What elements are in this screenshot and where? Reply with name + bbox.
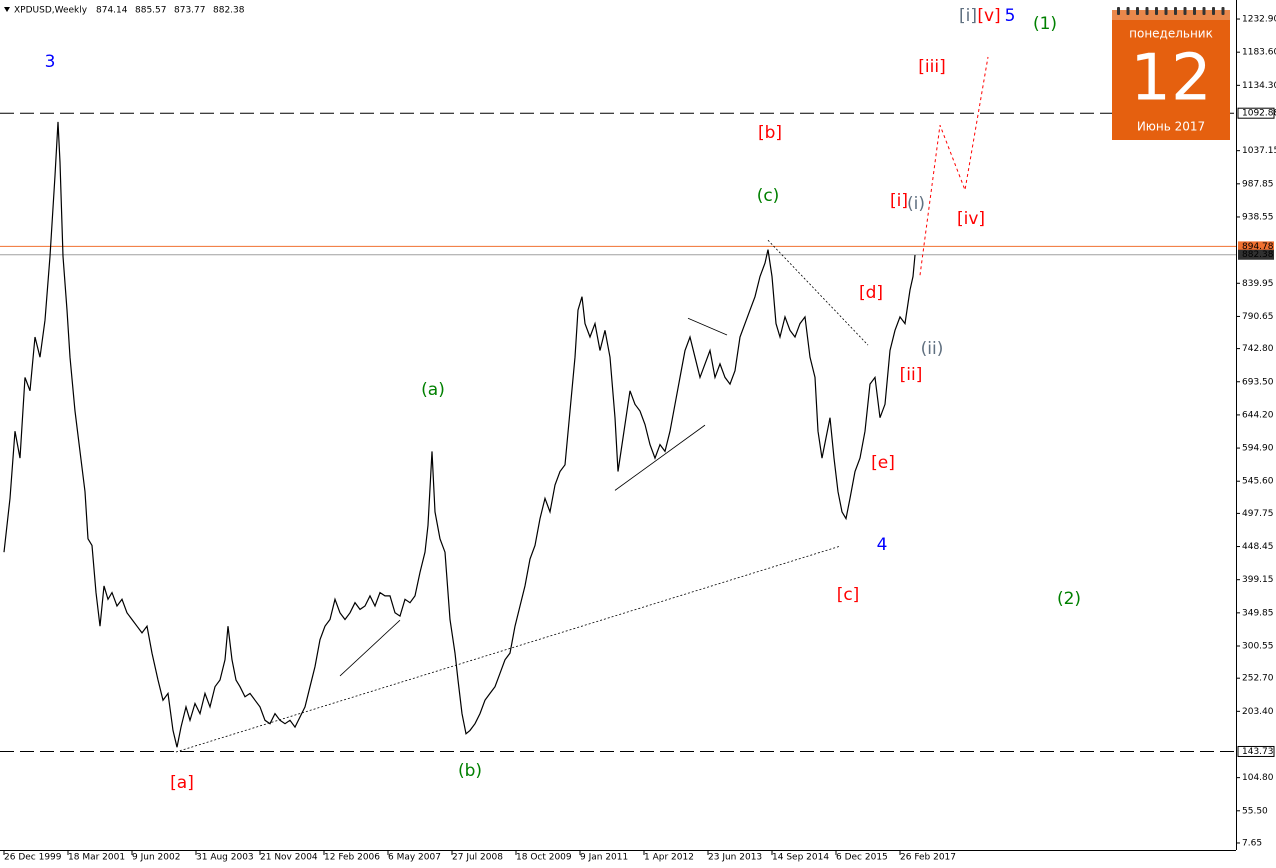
calendar-ring [1136,7,1139,15]
wave-label: (c) [757,186,780,206]
wave-label: [d] [859,283,883,303]
wave-label: [ii] [900,365,923,385]
x-tick-label: 26 Feb 2017 [900,853,956,863]
quote-value: 885.57 [135,6,167,16]
calendar-day: 12 [1130,42,1211,116]
y-tick-label: 1232.90 [1242,15,1276,25]
wave-label: (1) [1033,14,1057,34]
trendline [614,424,706,491]
calendar-ring [1202,7,1206,15]
price-line [919,56,989,276]
calendar-ring [1145,7,1149,15]
wave-label: (a) [421,380,445,400]
y-tick-label: 987.85 [1242,179,1274,189]
x-tick-label: 27 Jul 2008 [452,853,503,863]
calendar-weekday: понедельник [1129,27,1213,41]
price-label: 882.38 [1242,250,1274,260]
wave-label: [v] [977,6,1000,26]
y-tick-label: 252.70 [1242,674,1274,684]
y-tick-label: 7.65 [1242,838,1262,848]
y-tick-label: 300.55 [1242,642,1274,652]
y-tick-label: 104.80 [1242,773,1274,783]
trendline [339,619,401,677]
trendline [687,317,728,336]
y-tick-label: 55.50 [1242,806,1268,816]
price-label: 143.73 [1242,747,1274,757]
y-tick-label: 399.15 [1242,575,1274,585]
x-tick-label: 18 Mar 2001 [68,853,125,863]
price-label-box [1238,241,1274,252]
x-tick-label: 9 Jun 2002 [132,853,180,863]
x-tick-label: 14 Sep 2014 [772,853,829,863]
wave-label: (b) [458,761,482,781]
y-tick-label: 545.60 [1242,477,1274,487]
calendar-box [1112,10,1230,140]
wave-label: 3 [45,52,56,72]
y-tick-label: 203.40 [1242,707,1274,717]
y-tick-label: 1037.15 [1242,146,1276,156]
wave-label: [iii] [918,57,945,77]
calendar-ring [1155,7,1158,15]
calendar-ring [1183,7,1187,15]
trendline [767,239,869,346]
wave-label: 4 [877,535,888,555]
y-tick-label: 594.90 [1242,444,1274,454]
quote-value: 882.38 [213,6,245,16]
wave-label: [c] [837,585,860,605]
calendar-month: Июнь 2017 [1137,120,1205,134]
quote-value: 873.77 [174,6,206,16]
price-line [3,121,916,748]
wave-label: 5 [1005,6,1016,26]
calendar-ring [1221,7,1225,15]
x-tick-label: 31 Aug 2003 [196,853,254,863]
x-tick-label: 26 Dec 1999 [4,853,62,863]
price-label-box [1238,249,1274,260]
x-tick-label: 18 Oct 2009 [516,853,572,863]
wave-label: (2) [1057,589,1081,609]
wave-label: [i] [959,6,977,26]
x-tick-label: 23 Jun 2013 [708,853,762,863]
x-tick-label: 9 Jan 2011 [580,853,628,863]
x-tick-label: 21 Nov 2004 [260,853,318,863]
calendar-ring [1193,7,1196,15]
wave-label: (i) [907,194,925,214]
x-tick-label: 6 Dec 2015 [836,853,888,863]
price-label-box [1237,107,1275,119]
wave-label: (ii) [921,339,944,359]
wave-label: [b] [758,123,782,143]
price-label-box [1237,745,1275,757]
y-tick-label: 448.45 [1242,542,1274,552]
y-tick-label: 1183.60 [1242,48,1276,58]
y-tick-label: 839.95 [1242,279,1274,289]
y-tick-label: 790.65 [1242,312,1274,322]
calendar-top [1112,10,1230,20]
y-tick-label: 742.80 [1242,344,1274,354]
y-tick-label: 938.55 [1242,212,1274,222]
symbol-title: XPDUSD,Weekly [14,6,88,16]
wave-label: [a] [170,773,194,793]
y-tick-label: 644.20 [1242,410,1274,420]
calendar-ring [1117,7,1120,15]
y-tick-label: 497.75 [1242,509,1274,519]
wave-label: [iv] [957,209,985,229]
x-tick-label: 12 Feb 2006 [324,853,380,863]
calendar-ring [1174,7,1177,15]
price-label: 1092.88 [1242,109,1276,119]
y-tick-label: 1134.30 [1242,81,1276,91]
menu-arrow [4,7,10,12]
quote-value: 874.14 [96,6,128,16]
x-tick-label: 1 Apr 2012 [644,853,694,863]
x-tick-label: 6 May 2007 [388,853,441,863]
calendar-ring [1212,7,1215,15]
price-label: 894.78 [1242,242,1274,252]
wave-label: [i] [890,191,908,211]
y-tick-label: 349.85 [1242,608,1274,618]
calendar-ring [1126,7,1130,15]
calendar-ring [1164,7,1168,15]
wave-label: [e] [871,453,895,473]
y-tick-label: 693.50 [1242,377,1274,387]
